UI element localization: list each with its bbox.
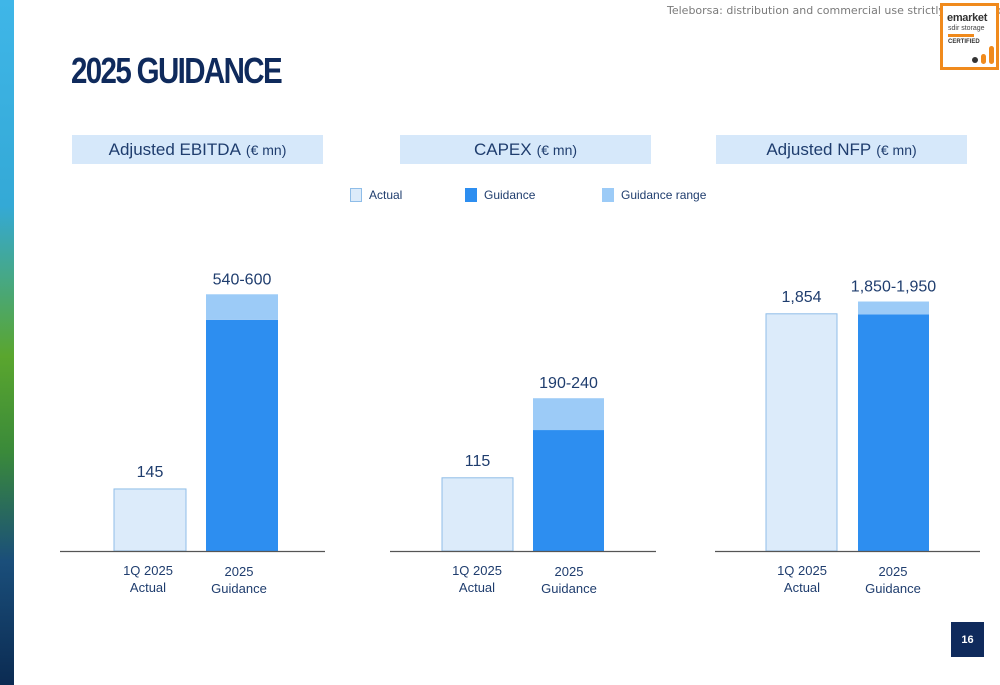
panel-header-nfp: Adjusted NFP (€ mn) [716,135,967,164]
category-label: 1Q 2025 Actual [123,563,173,595]
panel-unit: (€ mn) [536,141,578,158]
side-gradient-bar [0,0,14,685]
category-label-line: Guidance [211,581,267,596]
category-label-line: Actual [459,580,495,595]
bar-guidance-range [206,294,278,320]
category-label-line: 1Q 2025 [777,563,827,578]
data-label-guidance: 1,850-1,950 [851,279,937,296]
panel-title: CAPEX [473,139,532,159]
bar-guidance [206,319,278,551]
legend-swatch-guidance-range [602,188,614,202]
legend-label: Guidance [484,188,536,202]
category-label: 2025 Guidance [211,564,267,596]
badge-line-2: sdir storage [948,25,985,32]
legend-swatch-actual [350,188,362,202]
bar-guidance-range [858,301,929,315]
legend-swatch-guidance [465,188,477,202]
panel-header-capex: CAPEX (€ mn) [400,135,651,164]
panel-title: Adjusted EBITDA [108,139,241,159]
panel-header-ebitda: Adjusted EBITDA (€ mn) [72,135,323,164]
legend-label: Actual [369,188,403,202]
category-label: 1Q 2025 Actual [777,563,827,595]
category-label-line: 2025 [225,564,254,579]
category-label-line: 1Q 2025 [452,563,502,578]
category-label: 2025 Guidance [865,564,921,596]
badge-line-1: emarket [947,12,988,24]
category-label-line: 1Q 2025 [123,563,173,578]
panel-unit: (€ mn) [876,141,917,158]
legend-item-actual: Actual [350,186,402,204]
legend-item-guidance-range: Guidance range [602,186,706,204]
data-label-actual: 1,854 [781,289,821,306]
category-label: 1Q 2025 Actual [452,563,502,595]
category-label-line: Actual [130,580,166,595]
category-label-line: 2025 [879,564,908,579]
badge-line-3: CERTIFIED [948,39,980,45]
category-label: 2025 Guidance [541,564,597,596]
category-label-line: Guidance [541,581,597,596]
badge-divider [948,34,974,37]
category-label-line: 2025 [555,564,584,579]
bar-actual [113,488,187,552]
data-label-actual: 115 [465,453,491,470]
panel-unit: (€ mn) [245,141,287,158]
data-label-guidance: 540-600 [213,271,272,288]
category-label-line: Actual [784,580,820,595]
bar-guidance [533,430,604,551]
category-label-line: Guidance [865,581,921,596]
bar-actual [441,477,514,552]
disclaimer-text: Teleborsa: distribution and commercial u… [667,4,1000,17]
data-label-guidance: 190-240 [539,375,598,392]
badge-chart-icon [972,46,994,64]
page-title: 2025 GUIDANCE [71,50,283,91]
bar-guidance [858,314,929,551]
legend-label: Guidance range [621,188,707,202]
page-number: 16 [951,622,984,657]
bar-guidance-range [533,398,604,431]
legend-item-guidance: Guidance [465,186,535,204]
panel-title: Adjusted NFP [766,139,872,159]
bar-actual [765,313,838,552]
data-label-actual: 145 [137,464,164,481]
emarket-storage-badge: emarket sdir storage CERTIFIED [940,3,999,70]
